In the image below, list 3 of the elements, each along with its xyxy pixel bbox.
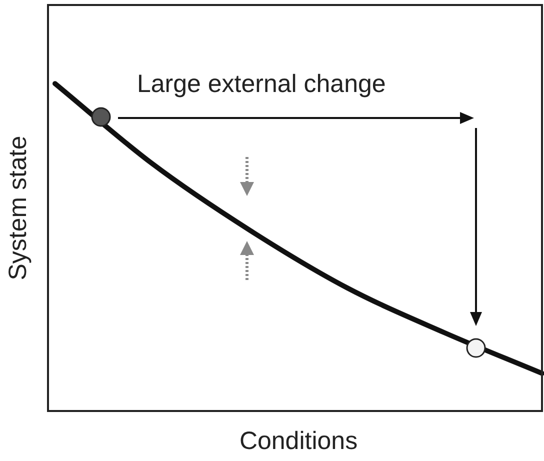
annotation: Large external change bbox=[137, 70, 386, 99]
y-axis-title: System state bbox=[4, 136, 32, 280]
x-axis-title: Conditions bbox=[239, 426, 358, 455]
